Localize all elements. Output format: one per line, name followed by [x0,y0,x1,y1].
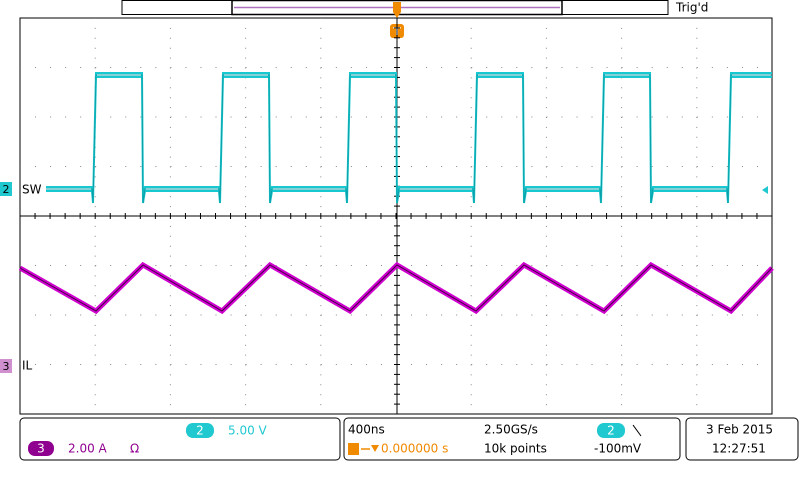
clock-panel [685,417,799,461]
sample-rate: 2.50GS/s [484,423,538,437]
ch3-number: 3 [3,360,10,373]
channel-panel [19,417,341,461]
trigger-status: Trig'd [675,1,708,15]
ch2-marker [0,182,12,196]
il-waveform [18,261,774,315]
ch2-badge [186,423,214,438]
ch3-marker [0,359,12,373]
ch2-badge-number: 2 [196,424,204,438]
trigger-pos-tri [371,445,379,452]
ch2-label: SW [22,183,42,197]
trigger-source-badge [597,423,625,438]
acq-panel [343,417,681,461]
ch3-badge [28,441,54,456]
sw-waveform [46,72,772,204]
date: 3 Feb 2015 [706,423,773,437]
time: 12:27:51 [712,442,766,456]
ch3-coupling: Ω [130,442,139,456]
ch2-trigger-level [762,186,768,194]
ch3-scale: 2.00 A [68,442,108,456]
timebase: 400ns [348,423,385,437]
trigger-position: 0.000000 s [381,442,448,456]
trigger-pos-icon [393,2,401,18]
ch3-label: IL [22,359,33,373]
ch2-scale: 5.00 V [228,424,268,438]
sw-waveform-shadow [46,74,772,204]
trigger-source: 2 [607,424,615,438]
ch3-badge-number: 3 [37,442,45,456]
trigger-slope-icon [632,424,642,437]
record-length: 10k points [484,442,547,456]
ch2-number: 2 [3,183,10,196]
trigger-pos-badge [348,443,359,455]
trigger-level: -100mV [594,442,642,456]
il-waveform-edge [19,264,773,312]
